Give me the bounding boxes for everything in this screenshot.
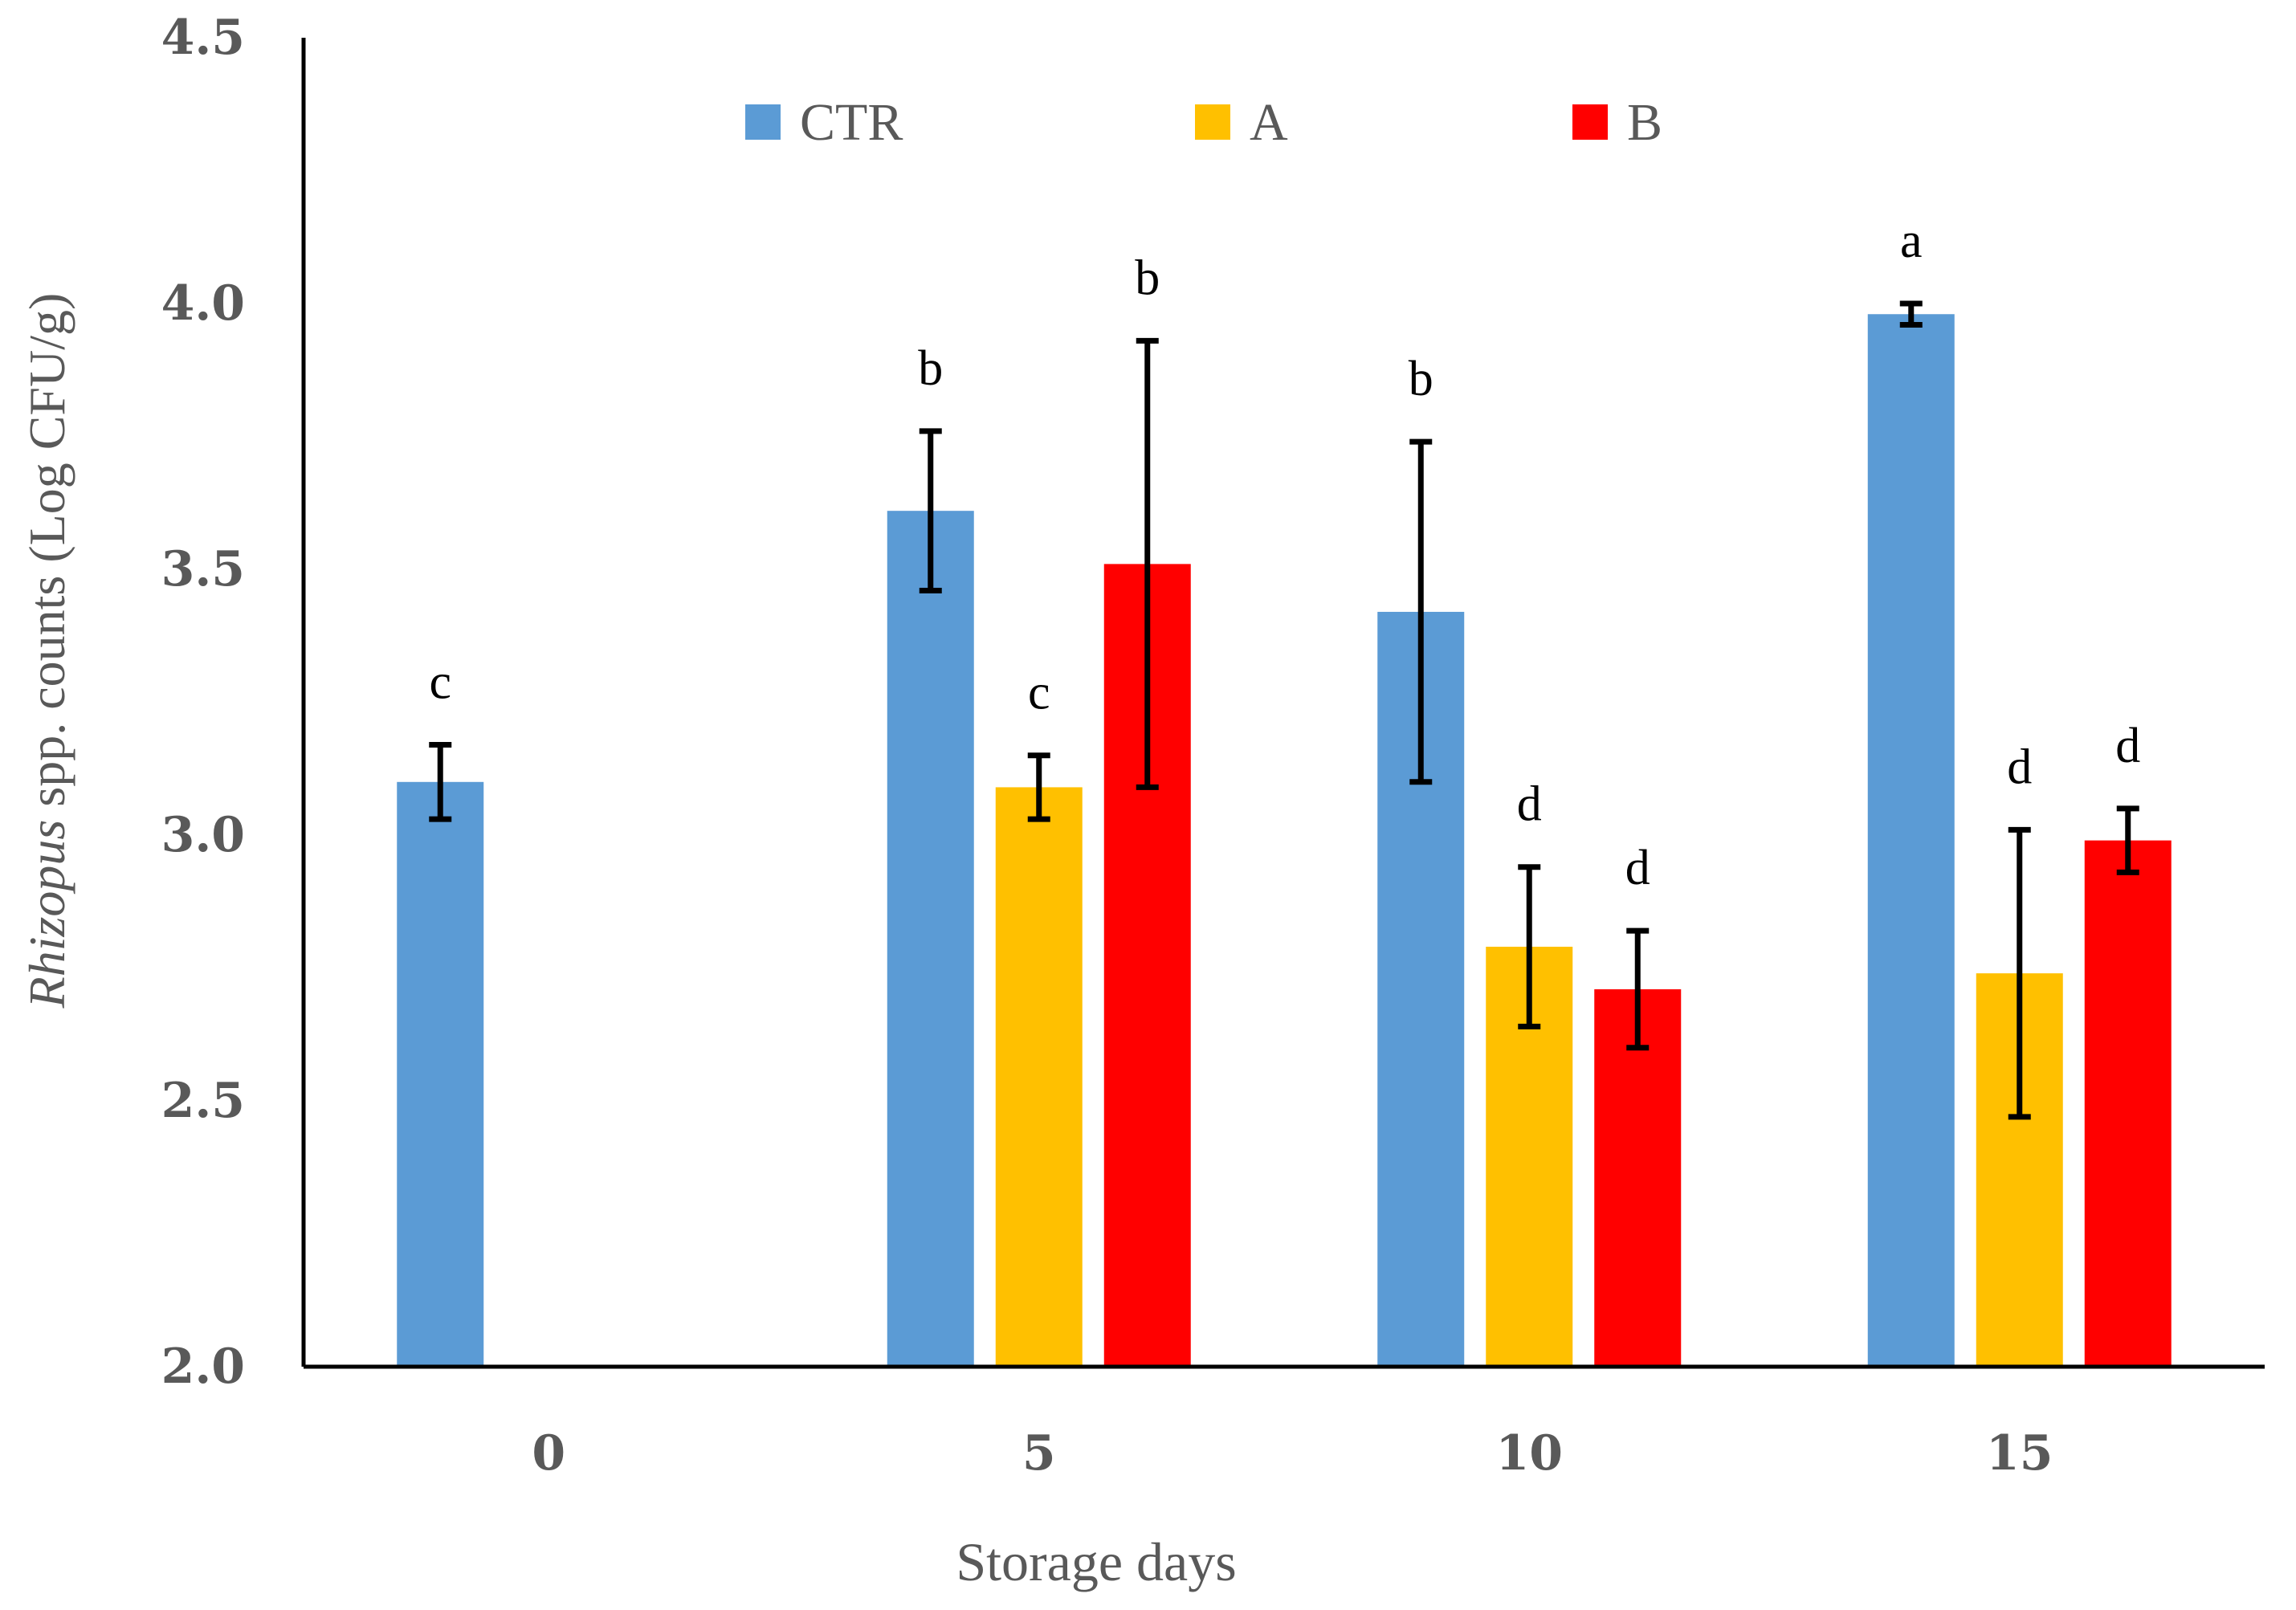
significance-letter: b	[1409, 352, 1433, 406]
significance-letter: c	[429, 654, 451, 709]
y-tick-label: 3.5	[161, 541, 245, 597]
significance-letter: b	[1135, 251, 1160, 305]
error-bar	[2116, 805, 2139, 875]
error-bar	[919, 428, 942, 593]
significance-letter: d	[1517, 777, 1542, 832]
significance-letters: c b b a c d d b d d	[429, 214, 2140, 895]
legend-item-b: B	[1572, 93, 1662, 152]
legend-item-a: A	[1195, 93, 1288, 152]
legend: CTR A B	[745, 93, 1662, 152]
x-axis-title: Storage days	[956, 1531, 1236, 1592]
bar-ctr-day-15	[1867, 314, 1955, 1367]
error-bar	[1626, 927, 1650, 1051]
bar-ctr-day-0	[397, 781, 484, 1367]
bar-b-day-15	[2084, 840, 2172, 1367]
bar-b-day-10	[1594, 988, 1682, 1367]
legend-label: A	[1250, 93, 1288, 152]
bars	[397, 314, 2172, 1367]
y-axis-title: Rhizopus spp. counts (Log CFU/g)	[18, 293, 75, 1009]
significance-letter: a	[1900, 214, 1923, 268]
legend-item-ctr: CTR	[745, 93, 903, 152]
y-axis-title-rest: spp. counts (Log CFU/g)	[18, 293, 75, 820]
legend-swatch	[1195, 104, 1230, 140]
y-tick-label: 2.0	[161, 1339, 245, 1395]
y-tick-label: 2.5	[161, 1073, 245, 1129]
error-bars	[429, 300, 2139, 1120]
legend-label: B	[1627, 93, 1662, 152]
x-tick-label: 10	[1496, 1425, 1564, 1482]
y-tick-label: 3.0	[161, 807, 245, 863]
bar-a-day-5	[995, 787, 1083, 1367]
error-bar	[1136, 337, 1159, 790]
y-tick-label: 4.0	[161, 275, 245, 332]
error-bar	[1518, 864, 1541, 1029]
error-bar	[1899, 300, 1923, 328]
y-tick-label: 4.5	[161, 10, 245, 66]
significance-letter: c	[1028, 666, 1050, 720]
legend-swatch	[1572, 104, 1608, 140]
bar-ctr-day-5	[887, 511, 974, 1367]
error-bar	[1409, 438, 1433, 785]
x-tick-label: 0	[532, 1425, 565, 1482]
y-axis-title-italic: Rhizopus	[18, 820, 75, 1009]
significance-letter: b	[918, 341, 943, 396]
x-tick-label: 15	[1986, 1425, 2053, 1482]
x-tick-labels: 0 5 10 15	[532, 1425, 2053, 1482]
legend-swatch	[745, 104, 781, 140]
significance-letter: d	[1625, 841, 1650, 895]
error-bar	[1027, 752, 1050, 822]
error-bar	[429, 741, 452, 822]
error-bar	[2008, 826, 2031, 1120]
significance-letter: d	[2007, 740, 2032, 794]
significance-letter: d	[2115, 719, 2140, 773]
x-tick-label: 5	[1022, 1425, 1056, 1482]
legend-label: CTR	[800, 93, 903, 152]
y-tick-labels: 2.0 2.5 3.0 3.5 4.0 4.5	[161, 10, 245, 1395]
